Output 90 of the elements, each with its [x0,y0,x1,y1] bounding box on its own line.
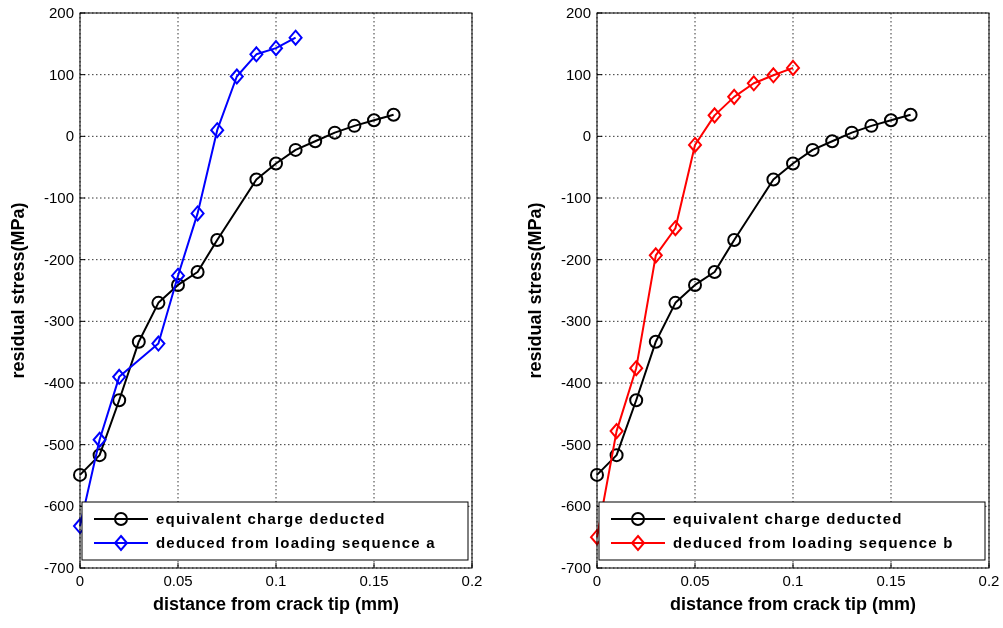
point [629,393,644,408]
point [190,265,205,279]
y-tick-label: -300 [43,312,74,330]
point [727,232,742,247]
point [590,467,604,482]
point [171,277,185,292]
point [884,113,898,128]
point [688,136,702,153]
x-axis-title: distance from crack tip (mm) [669,594,917,614]
x-tick-label: 0.15 [876,572,906,589]
x-tick-label: 0.05 [163,572,193,589]
legend-label: deduced from loading sequence a [156,534,436,551]
point [269,156,283,171]
y-tick-label: -100 [43,189,74,206]
point [386,107,401,122]
y-tick-label: -700 [560,559,591,576]
y-axis-title: residual stress(MPa) [8,202,28,379]
x-tick-label: 0 [592,572,602,589]
point [151,335,166,352]
point [766,172,781,187]
point [844,125,859,140]
y-tick-label: -400 [43,374,74,391]
y-tick-label: -400 [560,374,591,391]
point [151,295,166,310]
point [903,107,918,122]
point [288,29,303,46]
point [707,265,722,279]
x-tick-label: 0.05 [680,572,710,589]
y-tick-label: 200 [48,4,74,21]
point [171,267,185,284]
x-tick-label: 0.2 [461,572,483,589]
y-tick-label: 100 [48,65,74,83]
point [648,247,663,264]
y-tick-label: -700 [43,559,74,576]
point [825,134,840,149]
x-axis-title: distance from crack tip (mm) [152,594,400,614]
y-tick-label: -100 [560,189,591,206]
point [864,118,879,133]
y-tick-label: -200 [43,250,74,268]
point [210,122,225,139]
point [249,172,264,187]
point [688,277,702,292]
point [805,142,820,157]
x-tick-label: 0.1 [265,572,287,589]
point [210,232,225,247]
point [269,40,283,57]
point [668,295,683,310]
point [367,113,381,128]
y-tick-label: 100 [565,65,591,83]
x-tick-label: 0 [75,572,85,589]
y-tick-label: 0 [65,127,74,145]
point [766,67,781,84]
legend-label: equivalent charge deducted [156,510,386,527]
x-tick-label: 0.15 [359,572,389,589]
point [609,448,624,463]
point [648,334,663,349]
y-tick-label: -500 [43,435,74,453]
point [629,360,644,377]
y-tick-label: -500 [560,435,591,453]
x-tick-label: 0.2 [978,572,1000,589]
y-tick-label: -300 [560,312,591,330]
point [746,75,761,92]
point [707,107,722,124]
y-axis-title: residual stress(MPa) [525,202,545,379]
point [327,125,342,140]
point [190,205,205,222]
point [727,88,742,105]
point [308,134,323,149]
point [73,467,87,482]
point [229,68,244,85]
point [609,423,624,440]
point [786,156,800,171]
y-tick-label: 200 [565,4,591,21]
y-tick-label: -600 [560,497,591,515]
point [92,431,107,448]
y-tick-label: -200 [560,250,591,268]
y-tick-label: -600 [43,497,74,515]
point [668,220,683,237]
point [786,59,800,76]
legend-label: equivalent charge deducted [673,510,903,527]
y-tick-label: 0 [582,127,591,145]
x-tick-label: 0.1 [782,572,804,589]
point [288,142,303,157]
point [131,334,146,349]
point [249,46,264,63]
point [112,393,127,408]
legend-label: deduced from loading sequence b [673,534,954,551]
point [112,368,127,385]
point [92,448,107,463]
point [347,118,362,133]
